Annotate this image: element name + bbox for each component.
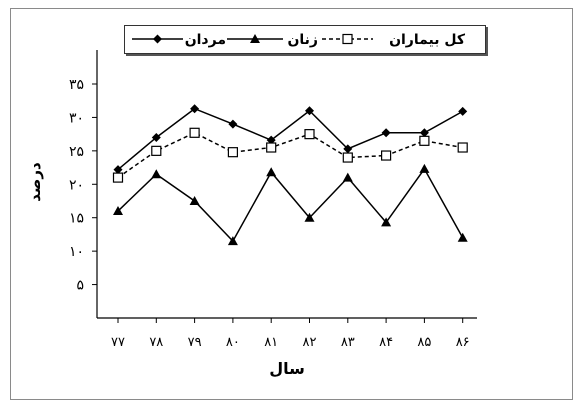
- data-point: [342, 172, 353, 182]
- data-point: [343, 144, 353, 154]
- legend-item: زنان: [227, 32, 318, 48]
- y-tick-label: ۳۰: [69, 110, 84, 126]
- data-point: [151, 145, 162, 156]
- data-point: [458, 106, 468, 116]
- data-point: [227, 236, 238, 246]
- x-tick-label: ۷۷: [111, 335, 125, 350]
- x-tick-label: ۷۸: [149, 335, 163, 350]
- data-point: [190, 104, 200, 114]
- x-axis-label: سال: [269, 359, 305, 378]
- data-point: [419, 135, 430, 146]
- chart-frame: [10, 8, 573, 400]
- data-point: [381, 128, 391, 138]
- data-point: [113, 206, 123, 216]
- y-tick-label: ۱۵: [69, 211, 84, 227]
- data-point: [266, 135, 276, 145]
- y-tick-label: ۲۵: [69, 144, 84, 160]
- data-point: [419, 163, 430, 173]
- series-lines: [112, 104, 468, 246]
- x-tick-label: ۸۵: [417, 335, 431, 350]
- data-point: [112, 172, 124, 183]
- series-line: [117, 167, 464, 243]
- axes: [96, 50, 477, 319]
- series-1: [113, 104, 468, 175]
- data-point: [419, 128, 429, 138]
- data-point: [304, 129, 315, 140]
- series-3: [112, 127, 468, 183]
- x-tick-label: ۸۰: [226, 335, 240, 350]
- data-point: [457, 142, 468, 153]
- x-tick-label: ۸۱: [264, 335, 278, 350]
- data-point: [227, 147, 238, 158]
- data-point: [266, 142, 277, 153]
- data-point: [381, 217, 392, 227]
- data-point: [189, 195, 200, 205]
- data-point: [381, 150, 392, 161]
- y-tick-label: ۳۵: [69, 77, 84, 93]
- legend-entries: مردان زنان کل بیماران: [132, 32, 466, 48]
- x-tick-label: ۸۴: [379, 335, 393, 350]
- legend-label: مردان: [185, 32, 226, 48]
- legend: [124, 25, 486, 54]
- series-2: [113, 163, 468, 246]
- data-point: [113, 165, 123, 175]
- data-point: [266, 167, 277, 177]
- legend-marker: [153, 34, 162, 44]
- data-point: [151, 169, 162, 179]
- x-ticks: ۷۷ ۷۸ ۷۹ ۸۰ ۸۱ ۸۲ ۸۳ ۸۴ ۸۵ ۸۶: [111, 318, 470, 350]
- data-point: [342, 152, 353, 163]
- x-tick-label: ۷۹: [188, 335, 202, 350]
- data-point: [457, 232, 468, 242]
- legend-item: مردان: [132, 32, 226, 48]
- legend-item: کل بیماران: [322, 32, 466, 48]
- x-tick-label: ۸۶: [456, 335, 470, 350]
- data-point: [151, 132, 161, 142]
- x-tick-label: ۸۲: [303, 335, 317, 350]
- series-line: [117, 131, 463, 179]
- y-tick-label: ۲۰: [69, 177, 84, 193]
- y-ticks: ۵ ۱۰ ۱۵ ۲۰ ۲۵ ۳۰ ۳۵: [69, 77, 97, 294]
- legend-marker: [250, 34, 260, 43]
- data-point: [189, 127, 200, 138]
- y-axis-label: درصد: [26, 162, 44, 202]
- legend-marker: [342, 33, 353, 45]
- series-line: [117, 107, 464, 171]
- y-tick-label: ۵: [76, 278, 84, 294]
- legend-label: کل بیماران: [389, 32, 466, 48]
- data-point: [305, 106, 314, 116]
- legend-label: زنان: [287, 32, 318, 48]
- data-point: [304, 212, 315, 222]
- x-tick-label: ۸۳: [341, 335, 355, 350]
- data-point: [228, 119, 238, 129]
- y-tick-label: ۱۰: [69, 244, 84, 260]
